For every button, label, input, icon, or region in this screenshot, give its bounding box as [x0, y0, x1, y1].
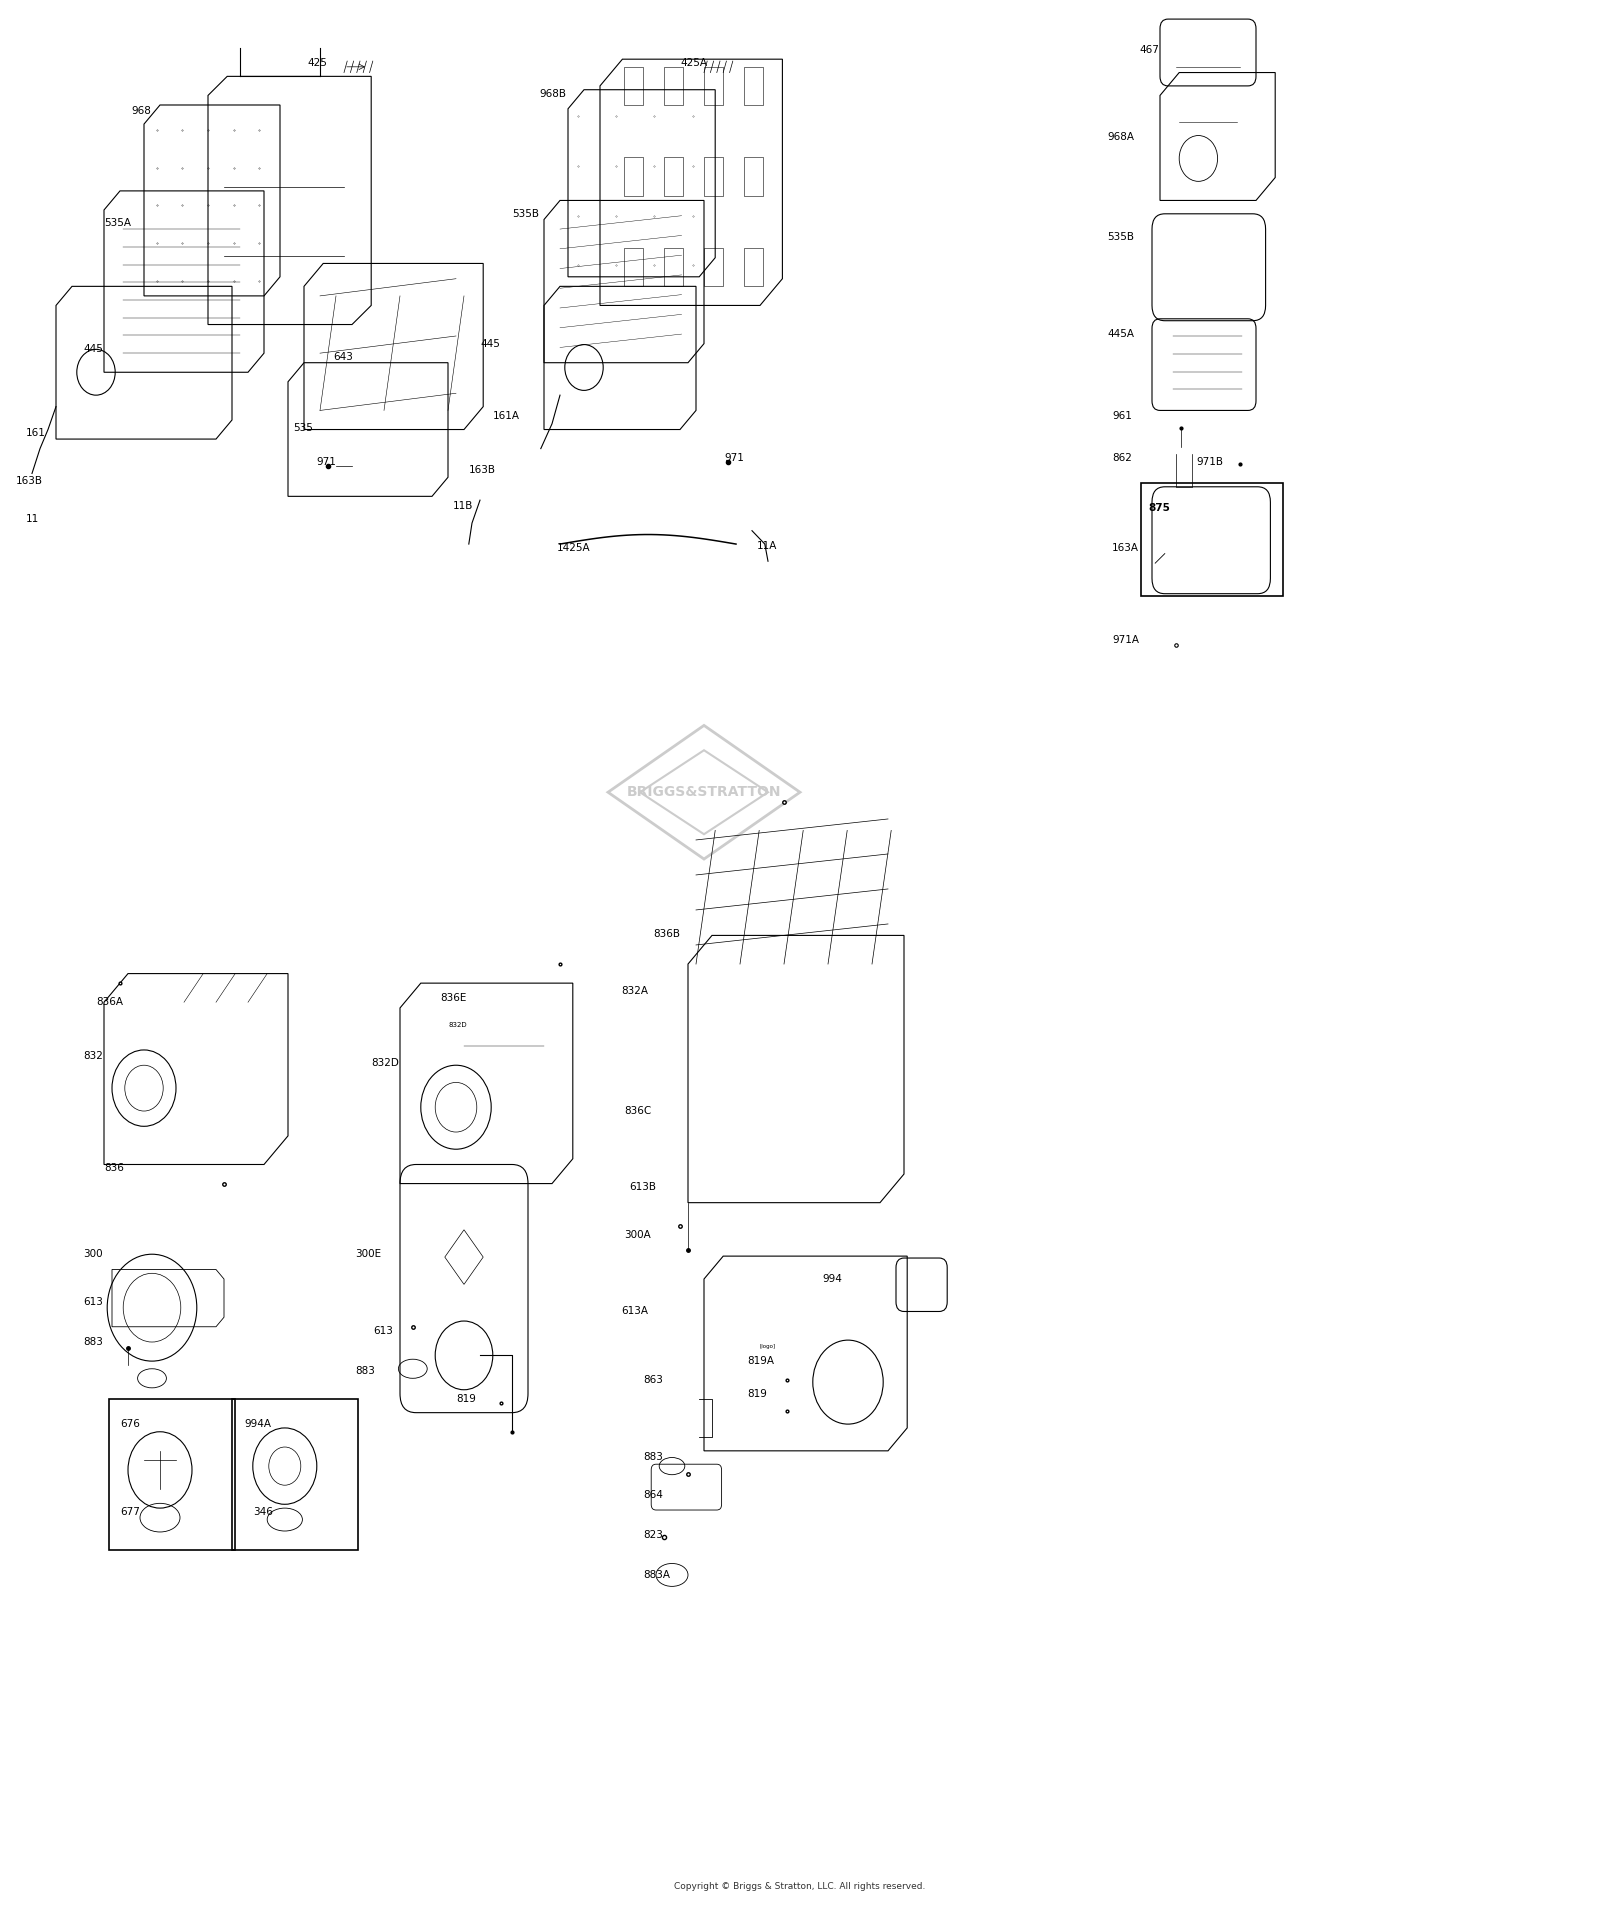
Text: 677: 677	[120, 1506, 139, 1518]
Text: 300A: 300A	[624, 1229, 651, 1241]
Text: 346: 346	[253, 1506, 272, 1518]
Text: 971B: 971B	[1197, 456, 1224, 468]
Text: 535B: 535B	[1107, 231, 1134, 242]
Bar	[624, 158, 643, 197]
Text: 883: 883	[355, 1365, 374, 1376]
Text: 467: 467	[1139, 44, 1158, 55]
Text: 676: 676	[120, 1418, 139, 1430]
Text: 836C: 836C	[624, 1105, 651, 1117]
Text: [logo]: [logo]	[760, 1344, 776, 1350]
Bar	[744, 248, 763, 286]
Text: 425A: 425A	[680, 57, 707, 69]
Text: 1425A: 1425A	[557, 542, 590, 554]
Text: 163A: 163A	[1112, 542, 1139, 554]
Text: Copyright © Briggs & Stratton, LLC. All rights reserved.: Copyright © Briggs & Stratton, LLC. All …	[674, 1882, 926, 1890]
Text: 643: 643	[333, 351, 352, 363]
Text: 535B: 535B	[512, 208, 539, 220]
Bar	[704, 248, 723, 286]
Text: 819A: 819A	[747, 1355, 774, 1367]
Bar	[664, 67, 683, 105]
Text: 11: 11	[26, 514, 38, 525]
Text: BRIGGS&STRATTON: BRIGGS&STRATTON	[627, 785, 781, 800]
Text: 968A: 968A	[1107, 132, 1134, 143]
Text: 11B: 11B	[453, 500, 474, 512]
Text: 971: 971	[725, 452, 744, 464]
Text: 300E: 300E	[355, 1248, 381, 1260]
Bar	[744, 158, 763, 197]
Text: 863: 863	[643, 1374, 662, 1386]
Bar	[624, 248, 643, 286]
Text: 823: 823	[643, 1529, 662, 1541]
Text: 832A: 832A	[621, 985, 648, 996]
Text: 425: 425	[307, 57, 326, 69]
Text: 613B: 613B	[629, 1182, 656, 1193]
Text: 971: 971	[317, 456, 336, 468]
Text: 535A: 535A	[104, 218, 131, 229]
Text: 994: 994	[822, 1273, 842, 1285]
Text: 613: 613	[83, 1296, 102, 1308]
Text: 819: 819	[456, 1394, 475, 1405]
Text: 836A: 836A	[96, 996, 123, 1008]
Text: 832D: 832D	[448, 1021, 467, 1029]
Text: 613: 613	[373, 1325, 392, 1336]
Text: 163B: 163B	[469, 464, 496, 475]
Text: 883: 883	[643, 1451, 662, 1462]
Text: 883: 883	[83, 1336, 102, 1348]
Text: 971A: 971A	[1112, 634, 1139, 645]
Bar	[664, 158, 683, 197]
Text: 445: 445	[83, 344, 102, 355]
Text: 163B: 163B	[16, 475, 43, 487]
Bar	[704, 67, 723, 105]
Bar	[704, 158, 723, 197]
Text: 875: 875	[1149, 502, 1171, 514]
Bar	[664, 248, 683, 286]
Text: 832: 832	[83, 1050, 102, 1061]
Text: 445: 445	[480, 338, 499, 349]
Text: 300: 300	[83, 1248, 102, 1260]
Text: 968B: 968B	[539, 88, 566, 99]
Text: 968: 968	[131, 105, 150, 116]
Text: 445A: 445A	[1107, 328, 1134, 340]
Text: 836E: 836E	[440, 993, 466, 1004]
Text: 161A: 161A	[493, 410, 520, 422]
Text: 535: 535	[293, 422, 312, 433]
Text: 883A: 883A	[643, 1569, 670, 1581]
Text: 862: 862	[1112, 452, 1131, 464]
Text: 961: 961	[1112, 410, 1131, 422]
Text: 836: 836	[104, 1163, 123, 1174]
Text: 832D: 832D	[371, 1058, 398, 1069]
Bar	[624, 67, 643, 105]
Text: 161: 161	[26, 428, 45, 439]
Text: 864: 864	[643, 1489, 662, 1500]
Bar	[744, 67, 763, 105]
Text: 994A: 994A	[245, 1418, 272, 1430]
Text: 11A: 11A	[757, 540, 778, 552]
Text: 836B: 836B	[653, 928, 680, 939]
Text: 613A: 613A	[621, 1306, 648, 1317]
Text: 819: 819	[747, 1388, 766, 1399]
